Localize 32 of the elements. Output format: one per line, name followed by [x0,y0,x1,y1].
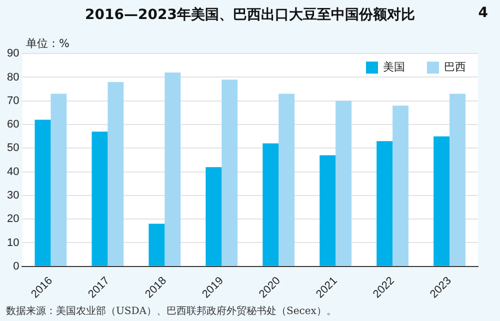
y-tick-label: 70 [6,94,20,107]
y-tick-label: 90 [6,48,20,60]
y-tick-label: 40 [6,166,20,178]
y-tick-label: 10 [6,236,20,249]
legend-label: 美国 [383,60,405,74]
source-note: 数据来源：美国农业部（USDA）、巴西联邦政府外贸秘书处（Secex）。 [6,304,336,318]
bar [50,94,67,266]
bar [148,224,165,266]
y-tick-label: 50 [6,142,20,154]
bar [434,136,450,266]
text: 4 [477,4,489,22]
bar [376,141,393,266]
bar [450,94,466,266]
chart-title: 2016—2023年美国、巴西出口大豆至中国份额对比 [85,7,415,23]
bar [108,82,124,266]
y-tick-label: 0 [13,260,20,272]
bar [278,94,295,266]
bar [206,167,222,266]
bar [92,132,108,266]
bar [34,120,51,266]
bar [262,143,279,266]
y-axis-title: 单位：% [26,36,70,51]
y-tick-label: 60 [6,118,20,131]
y-tick-label: 30 [6,189,20,202]
y-tick-label: 20 [6,213,20,226]
bar [222,80,238,266]
y-tick-label: 80 [6,71,20,84]
bar [320,155,336,266]
legend-label: 巴西 [444,60,466,74]
bar [164,72,181,266]
bar [336,100,352,266]
bar [392,106,408,266]
